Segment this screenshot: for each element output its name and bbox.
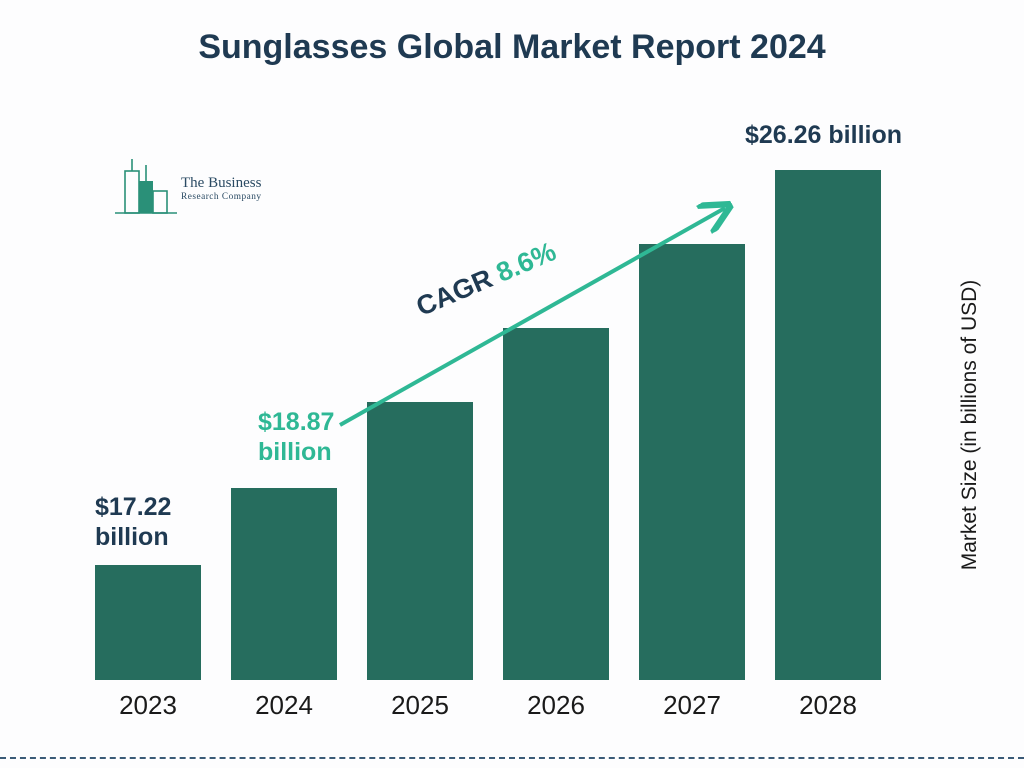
brand-logo-line1: The Business bbox=[181, 175, 262, 192]
value-label-2024-unit: billion bbox=[258, 438, 332, 466]
cagr-label: CAGR 8.6% bbox=[412, 236, 561, 323]
value-label-2028-amount: $26.26 billion bbox=[745, 121, 902, 149]
cagr-value: 8.6% bbox=[492, 236, 560, 288]
brand-logo: The Business Research Company bbox=[115, 153, 290, 226]
bar-2028 bbox=[775, 170, 881, 680]
cagr-prefix: CAGR bbox=[412, 260, 504, 322]
bar-2026 bbox=[503, 328, 609, 680]
x-label-2024: 2024 bbox=[231, 690, 337, 721]
y-axis-label: Market Size (in billions of USD) bbox=[958, 265, 982, 585]
value-label-2028: $26.26 billion bbox=[745, 120, 902, 150]
x-label-2026: 2026 bbox=[503, 690, 609, 721]
bar-2027 bbox=[639, 244, 745, 680]
x-label-2023: 2023 bbox=[95, 690, 201, 721]
value-label-2024-amount: $18.87 bbox=[258, 408, 334, 436]
bar-2023 bbox=[95, 565, 201, 680]
x-label-2027: 2027 bbox=[639, 690, 745, 721]
chart-container: Sunglasses Global Market Report 2024 The… bbox=[0, 0, 1024, 768]
chart-title: Sunglasses Global Market Report 2024 bbox=[0, 28, 1024, 67]
brand-logo-line2: Research Company bbox=[181, 192, 262, 203]
footer-divider bbox=[0, 757, 1024, 759]
bar-2025 bbox=[367, 402, 473, 680]
value-label-2023-amount: $17.22 bbox=[95, 493, 171, 521]
bar-2024 bbox=[231, 488, 337, 680]
value-label-2024: $18.87 billion bbox=[258, 407, 334, 467]
value-label-2023-unit: billion bbox=[95, 523, 169, 551]
x-label-2028: 2028 bbox=[775, 690, 881, 721]
x-label-2025: 2025 bbox=[367, 690, 473, 721]
value-label-2023: $17.22 billion bbox=[95, 492, 171, 552]
brand-logo-text: The Business Research Company bbox=[181, 175, 262, 203]
